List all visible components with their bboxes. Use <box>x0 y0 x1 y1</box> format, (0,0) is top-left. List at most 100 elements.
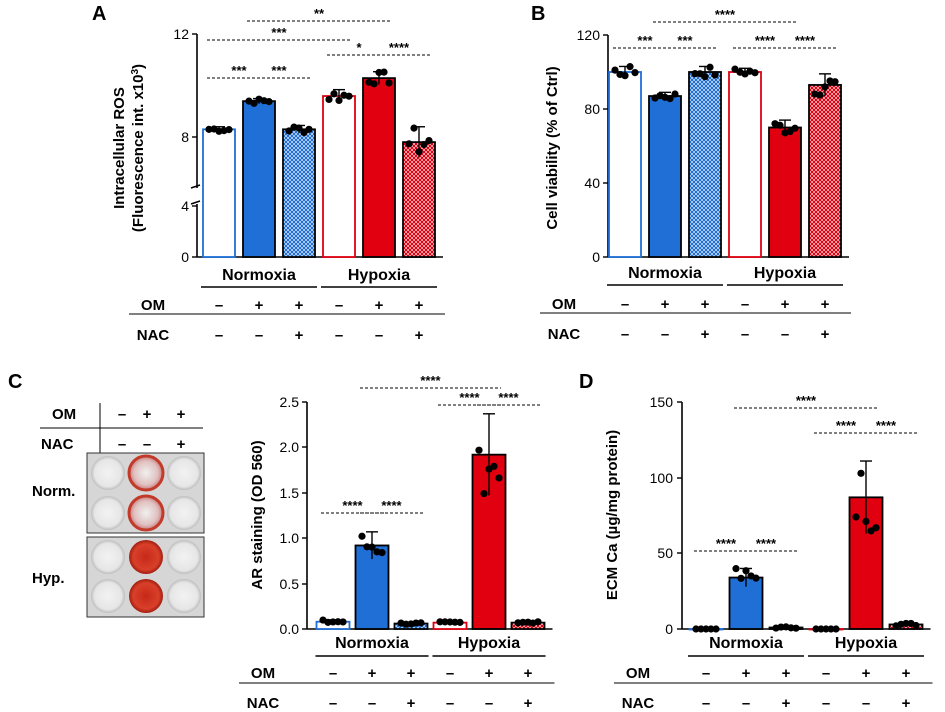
data-point <box>707 625 715 633</box>
nac-row-label: NAC <box>247 695 280 712</box>
nac-value: – <box>255 327 263 344</box>
data-point <box>265 98 273 106</box>
om-value: + <box>375 297 384 314</box>
significance-label: *** <box>271 25 287 40</box>
data-point <box>385 79 393 87</box>
data-point <box>420 141 428 149</box>
data-point <box>631 69 639 77</box>
significance-label: **** <box>796 393 817 408</box>
significance-label: **** <box>459 390 480 405</box>
significance-label: **** <box>836 418 857 433</box>
data-point <box>225 126 233 134</box>
data-point <box>345 92 353 100</box>
nac-value: + <box>407 695 416 712</box>
significance-label: **** <box>756 536 777 551</box>
significance-label: **** <box>381 498 402 513</box>
data-point <box>339 618 347 626</box>
group-label-hypoxia: Hypoxia <box>754 265 816 282</box>
data-point <box>495 474 503 482</box>
significance-label: **** <box>876 418 897 433</box>
significance-label: *** <box>637 33 653 48</box>
significance-label: ** <box>314 6 325 21</box>
y-axis-label-d: ECM Ca (µg/mg protein) <box>604 430 621 600</box>
data-point <box>827 625 835 633</box>
nac-value: – <box>702 695 710 712</box>
data-point <box>626 63 634 71</box>
chart-panel-d: 0 50 100 150 **** **** **** **** **** Normoxia Hyp… <box>614 393 933 712</box>
significance-label: **** <box>389 40 410 55</box>
data-point <box>912 621 920 630</box>
significance-label: **** <box>342 498 363 513</box>
om-value: + <box>255 297 264 314</box>
bar-normoxia-ctrl <box>202 128 236 258</box>
significance-label: **** <box>420 373 441 388</box>
nac-value: – <box>485 695 493 712</box>
bar-hypoxia-om <box>362 77 396 258</box>
om-value: – <box>215 297 223 314</box>
significance-label: **** <box>716 536 737 551</box>
om-value: + <box>782 665 791 682</box>
data-point <box>671 90 679 98</box>
data-point <box>425 136 433 145</box>
panel-letter-d: D <box>579 371 593 393</box>
nac-value: – <box>862 695 870 712</box>
well <box>127 454 165 492</box>
data-point <box>378 549 386 557</box>
data-point <box>611 66 619 74</box>
data-point <box>250 99 258 107</box>
om-value: + <box>407 665 416 682</box>
om-value: + <box>524 665 533 682</box>
data-point <box>370 80 378 88</box>
bar-normoxia-om-nac <box>282 128 316 258</box>
data-point <box>732 565 740 573</box>
group-label-normoxia: Normoxia <box>628 265 702 282</box>
y-axis-label-a-line2: (Fluorescence int. x103) <box>130 64 147 232</box>
y-tick-label: 0 <box>181 249 189 265</box>
y-tick-label: 100 <box>650 470 674 486</box>
data-point <box>519 618 527 626</box>
nac-value: – <box>621 326 629 343</box>
significance-label: **** <box>795 33 816 48</box>
well <box>91 496 125 530</box>
nac-value: – <box>661 326 669 343</box>
nac-value: – <box>446 695 454 712</box>
well <box>91 540 125 574</box>
data-point <box>812 625 820 633</box>
bar-normoxia-om <box>354 544 390 630</box>
well <box>167 540 201 574</box>
panel-letter-a: A <box>92 3 106 25</box>
well <box>129 579 163 613</box>
data-point <box>852 513 860 521</box>
bar-hypoxia-ctrl <box>322 95 356 258</box>
significance-label: **** <box>755 33 776 48</box>
nac-value: – <box>215 327 223 344</box>
data-point <box>776 121 784 129</box>
well <box>129 540 163 574</box>
data-point <box>857 469 865 477</box>
data-point <box>368 543 376 551</box>
nac-row-label: NAC <box>622 695 655 712</box>
bar-normoxia-om-nac <box>688 71 722 258</box>
well <box>127 494 165 532</box>
data-point <box>480 489 488 498</box>
significance-label: *** <box>677 33 693 48</box>
y-tick-label: 150 <box>650 394 674 410</box>
bar-hypoxia-om-nac <box>402 141 436 258</box>
y-tick-label: 2.0 <box>280 439 300 455</box>
data-point <box>285 127 293 135</box>
data-point <box>821 83 829 91</box>
photo-row-normoxia-label: Norm. <box>32 483 75 500</box>
panel-letter-b: B <box>531 3 545 25</box>
y-tick-label: 50 <box>657 545 673 561</box>
data-point <box>742 567 750 575</box>
group-label-hypoxia: Hypoxia <box>458 635 520 652</box>
data-point <box>666 95 674 103</box>
data-point <box>737 574 745 582</box>
photo-om-value-2: + <box>143 406 152 423</box>
y-tick-label: 1.5 <box>280 485 300 501</box>
nac-value: + <box>701 326 710 343</box>
nac-value: + <box>295 327 304 344</box>
axis-break-mark <box>190 200 201 205</box>
